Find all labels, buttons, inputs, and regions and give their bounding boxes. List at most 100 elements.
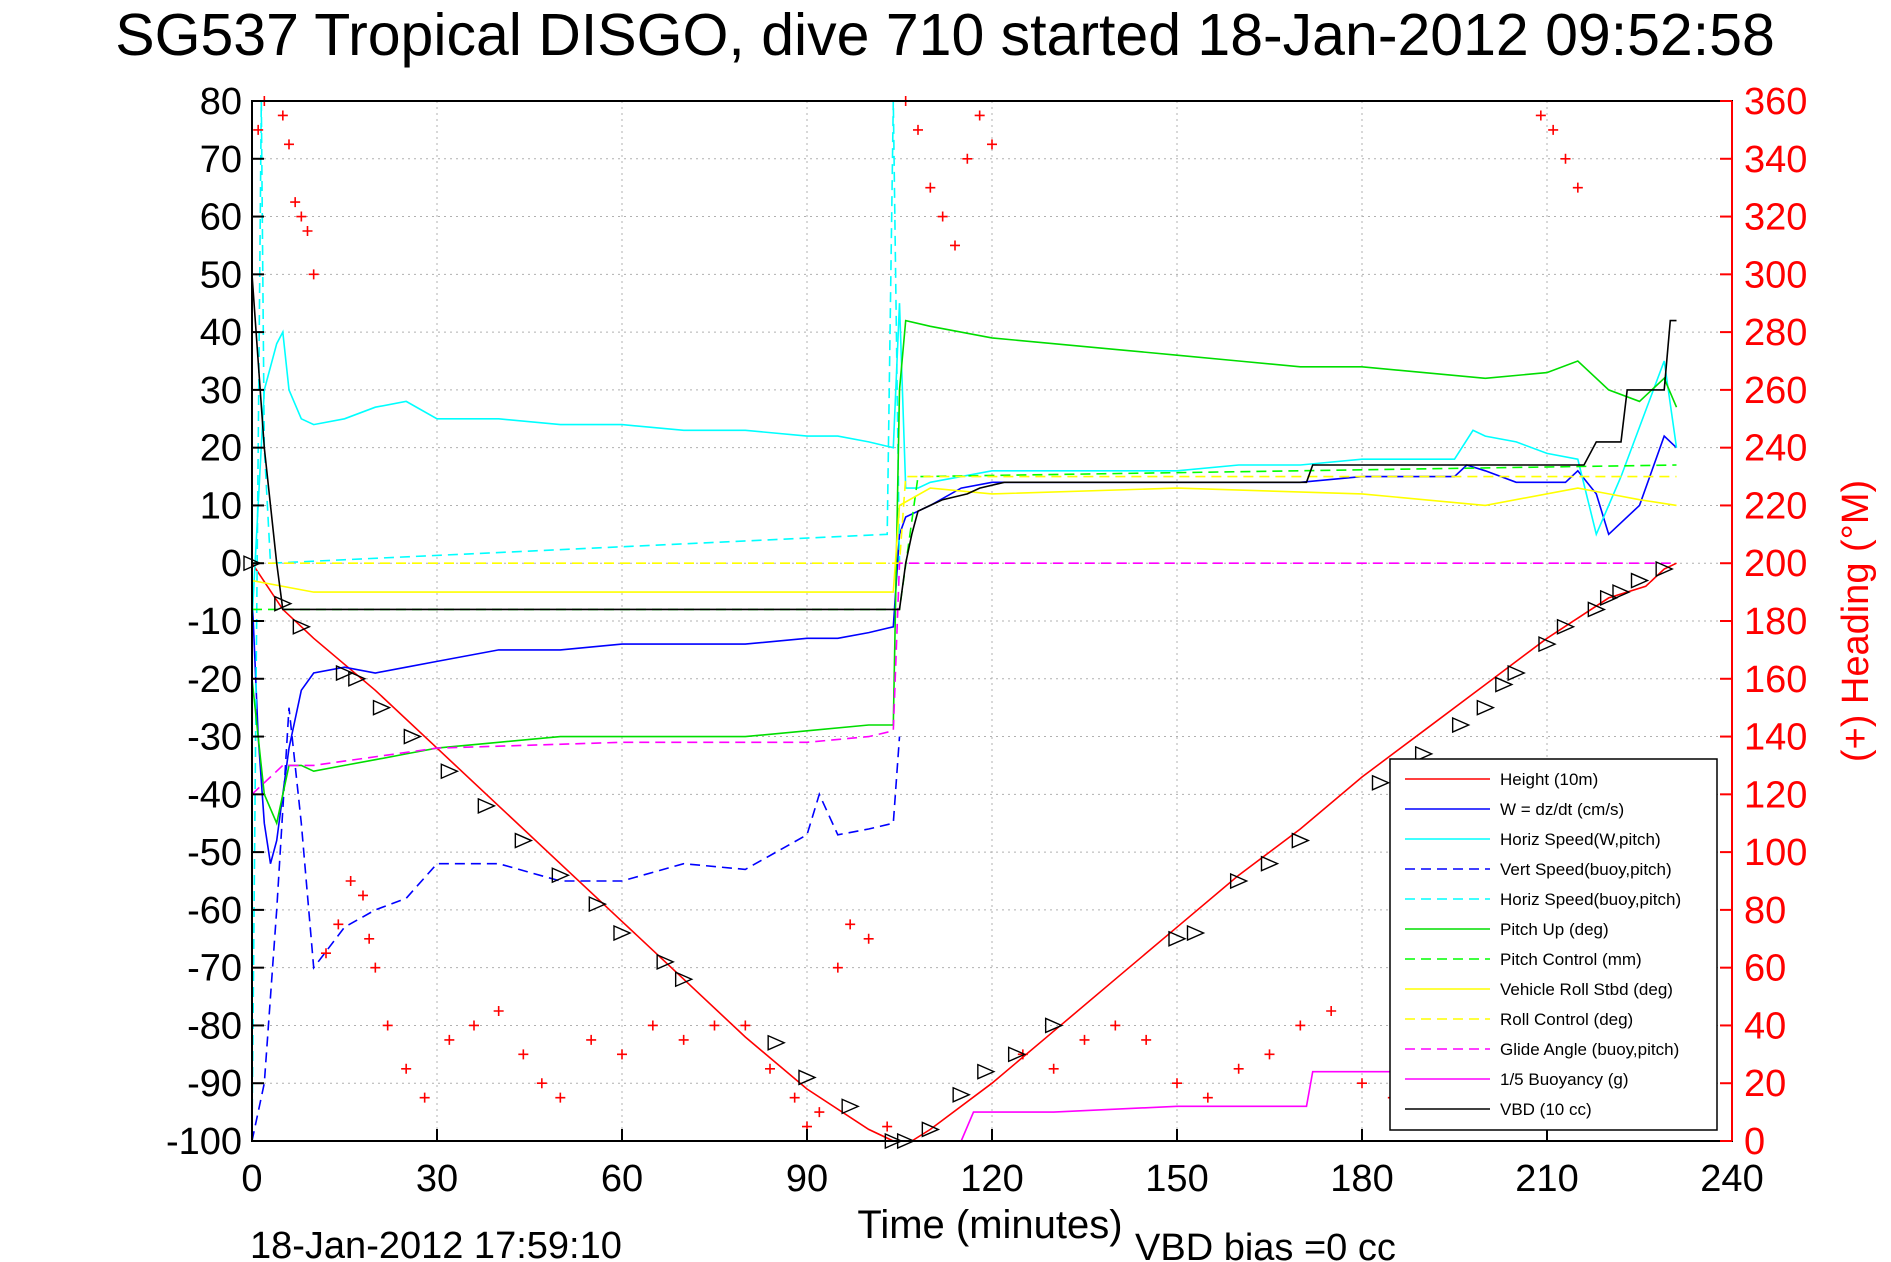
legend-label: Horiz Speed(buoy,pitch) [1500, 890, 1681, 909]
triangle-marker [372, 699, 392, 716]
triangle-marker [588, 896, 608, 913]
heading-point [709, 1020, 720, 1031]
triangle-marker [477, 797, 497, 814]
triangle-marker [1476, 699, 1496, 716]
triangle-marker [977, 1063, 996, 1080]
y-right-tick-label: 20 [1744, 1063, 1786, 1105]
heading-point [1110, 1020, 1121, 1031]
y-tick-label: -80 [187, 1005, 242, 1047]
heading-point [382, 1020, 393, 1031]
triangle-marker [1414, 745, 1434, 762]
heading-point [284, 139, 294, 150]
triangle-marker [767, 1034, 786, 1051]
y-right-tick-label: 120 [1744, 774, 1807, 816]
y-tick-label: -70 [187, 948, 242, 990]
heading-point [925, 182, 936, 193]
legend-label: Roll Control (deg) [1500, 1010, 1633, 1029]
y-tick-label: 20 [200, 428, 242, 470]
triangle-markers [243, 555, 1674, 1150]
y-right-tick-label: 340 [1744, 139, 1807, 181]
y-tick-label: 50 [200, 254, 242, 296]
triangle-marker [1495, 676, 1514, 693]
x-tick-label: 90 [786, 1158, 828, 1200]
heading-point [1548, 124, 1559, 135]
y-tick-label: 60 [200, 197, 242, 239]
series-line [251, 303, 1678, 622]
triangle-marker [798, 1069, 817, 1086]
legend-label: W = dz/dt (cm/s) [1500, 800, 1624, 819]
triangle-marker [1044, 1017, 1064, 1034]
x-axis-label: Time (minutes) [857, 1203, 1122, 1247]
triangle-marker [1291, 832, 1311, 849]
triangle-marker [551, 867, 571, 884]
triangle-marker [1260, 855, 1280, 872]
heading-point [832, 962, 843, 973]
triangle-marker [1599, 589, 1619, 606]
series-line [251, 487, 1677, 593]
triangle-marker [841, 1098, 860, 1115]
series-line [251, 434, 1678, 864]
legend-label: Horiz Speed(W,pitch) [1500, 830, 1661, 849]
heading-point [937, 211, 948, 222]
series-line [251, 100, 901, 1142]
heading-point [1572, 182, 1583, 193]
heading-point [253, 124, 264, 135]
y-tick-label: 40 [200, 312, 242, 354]
series-line [251, 562, 1677, 1142]
heading-point [358, 890, 368, 901]
heading-point [617, 1049, 627, 1060]
triangle-marker [656, 953, 675, 970]
heading-point [586, 1034, 597, 1045]
triangle-marker [348, 670, 367, 687]
y-tick-label: 70 [200, 139, 242, 181]
triangle-marker [1655, 560, 1674, 578]
heading-point [555, 1092, 566, 1103]
heading-point [814, 1107, 825, 1118]
triangle-marker [1556, 618, 1576, 635]
heading-point [536, 1078, 547, 1089]
triangle-marker [674, 971, 694, 988]
heading-point [333, 919, 344, 930]
heading-point [1326, 1006, 1337, 1016]
x-tick-label: 30 [416, 1158, 458, 1200]
heading-point [493, 1006, 504, 1016]
triangle-marker [440, 763, 460, 780]
y-tick-label: -90 [187, 1063, 242, 1105]
legend-label: Height (10m) [1500, 770, 1598, 789]
y-right-tick-label: 160 [1744, 659, 1807, 701]
y-axis-right-ticks: 3603403203002802602402202001801601401201… [1720, 81, 1807, 1163]
y-tick-label: -40 [187, 774, 242, 816]
heading-point [740, 1020, 751, 1031]
y-right-tick-label: 40 [1744, 1005, 1786, 1047]
y-tick-label: 30 [200, 370, 242, 412]
legend-label: 1/5 Buoyancy (g) [1500, 1070, 1629, 1089]
footer-vbd-bias: VBD bias =0 cc [1135, 1227, 1396, 1262]
heading-point [401, 1063, 412, 1074]
y-right-tick-label: 280 [1744, 312, 1807, 354]
heading-point [321, 948, 331, 959]
legend-label: Pitch Control (mm) [1500, 950, 1642, 969]
y-right-tick-label: 320 [1744, 197, 1807, 239]
y-tick-label: 80 [200, 81, 242, 123]
y-tick-label: 0 [221, 543, 242, 585]
heading-point [974, 110, 985, 121]
triangle-marker [613, 924, 632, 942]
y-right-tick-label: 180 [1744, 601, 1807, 643]
triangle-marker [1587, 601, 1607, 618]
legend: Height (10m) W = dz/dt (cm/s) Horiz Speed(… [1389, 758, 1718, 1131]
heading-point [345, 876, 356, 886]
triangle-marker [514, 832, 534, 849]
heading-point [678, 1034, 689, 1045]
heading-point [1535, 110, 1546, 121]
y-right-tick-label: 240 [1744, 428, 1807, 470]
series-line [252, 475, 1677, 565]
heading-point [308, 269, 319, 280]
y-axis-right-label: (+) Heading (°M) [1835, 480, 1877, 762]
y-right-tick-label: 220 [1744, 485, 1807, 527]
triangle-marker [403, 728, 423, 745]
triangle-marker [1630, 572, 1650, 589]
heading-point [987, 139, 997, 150]
x-tick-label: 60 [601, 1158, 643, 1200]
legend-label: Glide Angle (buoy,pitch) [1500, 1040, 1679, 1059]
heading-point [1295, 1020, 1306, 1031]
